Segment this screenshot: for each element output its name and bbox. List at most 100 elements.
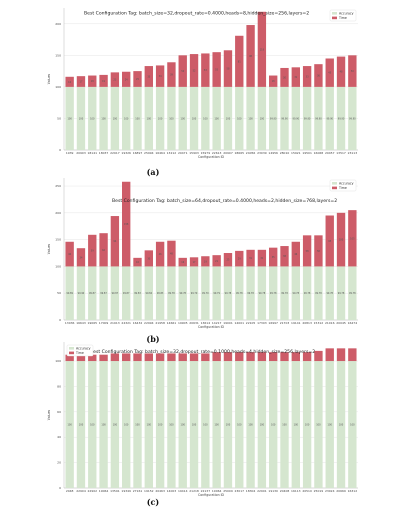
accuracy-bar <box>246 361 255 488</box>
accuracy-data-label: 100 <box>214 117 219 120</box>
accuracy-data-label: 100 <box>339 424 344 427</box>
accuracy-data-label: 99.78 <box>247 292 254 295</box>
accuracy-data-label: 100 <box>147 424 152 427</box>
accuracy-data-label: 100 <box>226 424 231 427</box>
accuracy-data-label: 100 <box>237 424 242 427</box>
time-bar <box>110 72 120 87</box>
time-bar <box>223 253 233 267</box>
x-tick-label: 20669 <box>336 489 346 493</box>
x-tick-label: 22917 <box>110 151 120 155</box>
legend-swatch-accuracy <box>69 347 74 350</box>
x-tick-label: 18141 <box>87 151 97 155</box>
accuracy-bar <box>246 86 255 150</box>
time-bar <box>144 250 153 267</box>
accuracy-bar <box>167 266 176 320</box>
accuracy-bar <box>314 361 323 488</box>
x-tick-label: 19065 <box>87 321 97 325</box>
accuracy-bar <box>348 266 357 320</box>
y-tick-label: 0 <box>59 486 61 490</box>
x-tick-label: 14003 <box>167 489 177 493</box>
time-bar <box>167 62 176 87</box>
accuracy-bar <box>88 361 97 488</box>
legend-swatch-time <box>69 351 74 355</box>
x-tick-label: 16432 <box>133 321 143 325</box>
time-bar <box>76 248 86 267</box>
accuracy-data-label: 100 <box>158 117 163 120</box>
accuracy-bar <box>336 361 346 488</box>
x-tick-label: 20408 <box>280 489 290 493</box>
x-tick-label: 27161 <box>133 489 143 493</box>
accuracy-bar <box>348 361 357 488</box>
accuracy-data-label: 99.87 <box>123 292 130 295</box>
accuracy-data-label: 100 <box>135 117 140 120</box>
time-data-label: 17 <box>193 261 196 264</box>
accuracy-data-label: 100 <box>248 117 253 120</box>
y-tick-label: 40 <box>57 435 61 439</box>
time-bar <box>189 353 199 362</box>
accuracy-data-label: 100 <box>135 424 140 427</box>
time-bar <box>302 66 312 87</box>
time-data-label: 18 <box>272 80 275 83</box>
accuracy-data-label: 100 <box>328 424 333 427</box>
chart-title: Best Configuration Tag: batch_size=32,dr… <box>90 349 315 355</box>
accuracy-data-label: 100 <box>90 424 95 427</box>
accuracy-data-label: 99.78 <box>168 292 175 295</box>
x-tick-label: 19349 <box>121 489 131 493</box>
accuracy-bar <box>110 361 120 488</box>
accuracy-data-label: 99.79 <box>191 292 198 295</box>
y-tick-label: 20 <box>57 461 61 465</box>
x-tick-label: 15921 <box>291 151 301 155</box>
time-data-label: 53 <box>204 69 207 72</box>
x-tick-label: 15979 <box>201 151 211 155</box>
accuracy-data-label: 100 <box>124 424 129 427</box>
time-bar <box>348 348 357 362</box>
x-tick-label: 25009 <box>223 489 233 493</box>
accuracy-data-label: 100 <box>282 424 287 427</box>
x-tick-label: 20457 <box>325 151 335 155</box>
accuracy-bar <box>336 86 346 150</box>
accuracy-bar <box>269 86 278 150</box>
time-bar <box>336 212 346 267</box>
accuracy-data-label: 100 <box>260 424 265 427</box>
panel-label: (b) <box>146 334 159 344</box>
accuracy-bar <box>235 361 244 488</box>
accuracy-data-label: 99.78 <box>338 292 345 295</box>
time-bar <box>235 250 244 267</box>
accuracy-bar <box>99 266 108 320</box>
time-bar <box>212 52 221 87</box>
time-bar <box>325 215 334 267</box>
accuracy-bar <box>291 361 300 488</box>
time-data-label: 46 <box>294 253 297 256</box>
time-data-label: 35 <box>272 256 275 259</box>
accuracy-bar <box>223 86 233 150</box>
time-bar <box>65 76 74 87</box>
time-bar <box>122 181 131 267</box>
accuracy-bar <box>178 266 187 320</box>
accuracy-data-label: 99.84 <box>146 292 153 295</box>
time-data-label: 94 <box>113 240 116 243</box>
x-tick-label: 19064 <box>99 489 109 493</box>
accuracy-data-label: 99.90 <box>78 292 85 295</box>
legend-swatch-time <box>332 16 337 20</box>
accuracy-bar <box>155 86 165 150</box>
time-data-label: 50 <box>181 70 184 73</box>
time-data-label: 24 <box>125 78 128 81</box>
y-tick-label: 80 <box>57 384 61 388</box>
x-tick-label: 25994 <box>144 151 154 155</box>
accuracy-bar <box>269 361 278 488</box>
accuracy-bar <box>76 86 86 150</box>
time-bar <box>122 353 131 362</box>
time-data-label: 46 <box>159 253 162 256</box>
time-data-label: 158 <box>124 223 129 226</box>
x-tick-label: 13517 <box>336 151 346 155</box>
x-tick-label: 18304 <box>246 489 256 493</box>
time-bar <box>155 241 165 267</box>
accuracy-data-label: 100 <box>192 117 197 120</box>
x-tick-label: 19001 <box>223 321 233 325</box>
time-data-label: 52 <box>193 69 196 72</box>
accuracy-data-label: 99.79 <box>202 292 209 295</box>
accuracy-bar <box>223 361 233 488</box>
time-bar <box>336 56 346 87</box>
accuracy-data-label: 99.83 <box>157 292 164 295</box>
time-data-label: 29 <box>238 258 241 261</box>
